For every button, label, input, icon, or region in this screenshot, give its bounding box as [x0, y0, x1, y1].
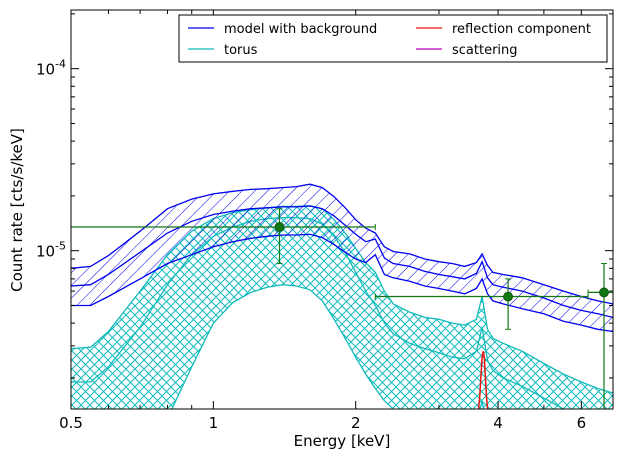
legend-label-scattering: scattering [452, 43, 518, 58]
data-point-3 [587, 263, 614, 409]
reflection-component-line [477, 351, 489, 409]
legend-box [178, 14, 608, 63]
x-tick-label: 1 [209, 414, 219, 432]
model-with-background-upper-line [71, 183, 613, 305]
data-point-2 [374, 278, 589, 330]
y-tick-label: 10-5 [36, 240, 66, 261]
ticks-layer: 0.5 1 2 4 6 10-5 10-4 [36, 10, 614, 432]
torus-lower-line [171, 284, 485, 409]
y-tick-label: 10-4 [36, 58, 66, 79]
x-axis-label: Energy [keV] [294, 432, 391, 450]
x-tick-label: 0.5 [59, 414, 83, 432]
y-axis-label: Count rate [cts/s/keV] [8, 128, 26, 292]
x-tick-label: 6 [577, 414, 587, 432]
plot-frame [70, 9, 614, 410]
model-with-background-lower-line [71, 233, 613, 333]
model-with-background-band [71, 184, 613, 332]
model-with-background-mid-line [71, 205, 613, 319]
legend-label-torus: torus [224, 43, 258, 58]
legend-label-model: model with background [224, 22, 377, 37]
torus-band [71, 205, 613, 409]
data-point-marker [599, 287, 609, 298]
x-tick-label: 4 [493, 414, 503, 432]
data-point-marker [274, 222, 285, 232]
data-point-marker [503, 291, 513, 302]
legend: model with background reflection compone… [178, 14, 608, 63]
x-tick-label: 2 [351, 414, 361, 432]
series-layer [71, 183, 613, 409]
legend-label-reflection: reflection component [452, 22, 591, 37]
